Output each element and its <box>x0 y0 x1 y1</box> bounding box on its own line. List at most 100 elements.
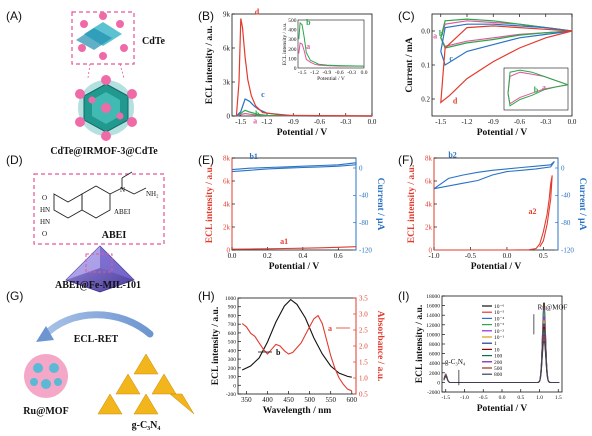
inset-x-tick-label-b: -1.2 <box>310 70 319 76</box>
x-tick-label-i: -0.5 <box>479 395 488 401</box>
y-tick-label-c: 0.2 <box>421 95 430 103</box>
inset-series-label-b-b: b <box>306 18 311 27</box>
abei-fe-mil-label: ABEI@Fe-MIL-101 <box>55 280 141 291</box>
chart-e: 0.0 0.2 0.4 0.6 0 2k 4k 6k 8k 0 -40 -80 -120 Potentia… <box>205 152 385 272</box>
fe-mil-octahedron-icon <box>65 245 135 293</box>
x-tick-label-i: 0.0 <box>499 395 506 401</box>
x-tick-label-f: -1.0 <box>428 252 440 260</box>
legend-label-i: 100 <box>494 354 503 360</box>
inset-series-label-b-a: a <box>306 42 310 51</box>
y-tick-label-e: 4k <box>223 200 231 208</box>
series-label-e-a1: a1 <box>280 237 288 246</box>
legend-label-i: 500 <box>494 366 503 372</box>
chart-i: -1.5 -1.0 -0.5 0.0 0.5 1.0 1.5 -2000 0 2000 4000 60… <box>415 294 568 414</box>
ru-mof-label: Ru@MOF <box>23 406 68 417</box>
x-tick-label-c: -0.3 <box>540 118 552 126</box>
y-right-tick-label-h: 1.5 <box>359 358 368 366</box>
abei-dashed-box <box>33 173 165 245</box>
x-tick-label-c: -1.2 <box>461 118 473 126</box>
y-tick-label-e: 2k <box>223 223 231 231</box>
x-axis-label-e: Potential / V <box>269 262 320 272</box>
panel-letter-f: (F) <box>398 153 413 167</box>
plot-frame-e <box>231 157 357 251</box>
chart-b: -1.5 -1.2 -0.9 -0.6 -0.3 0.003k6k9kPotential … <box>205 8 377 138</box>
y-tick-label-h: 800 <box>228 313 237 319</box>
series-line-h-b <box>241 298 352 378</box>
x-axis-label-i: Potential / V <box>477 404 528 414</box>
y-tick-label-c: 0.1 <box>421 61 430 69</box>
x-tick-label-c: -0.6 <box>514 118 526 126</box>
x-tick-label-b: -1.2 <box>261 118 273 126</box>
inset-frame-b <box>297 19 365 69</box>
inset-x-tick-label-b: -0.3 <box>347 70 356 76</box>
y-right-tick-label-h: 3.5 <box>359 294 368 302</box>
x-axis-label-f: Potential / V <box>471 262 522 272</box>
inset-series-label-c-b: b <box>534 85 539 94</box>
schematic-d: O HN HN O N NH₂ ABEI ABEI ABEI@Fe-MIL-10… <box>33 171 165 293</box>
svg-text:HN: HN <box>40 206 50 214</box>
y-tick-label-i: 2000 <box>429 371 440 377</box>
x-tick-label-c: -1.5 <box>435 118 447 126</box>
y-right-tick-label-h: 0.5 <box>359 390 368 398</box>
legend-label-i: 10 <box>494 347 500 353</box>
y-right-tick-label-f: -120 <box>561 246 574 254</box>
x-tick-label-e: 0.4 <box>298 252 307 260</box>
y-right-tick-label-e: -40 <box>359 192 369 200</box>
legend-label-i: 10⁻⁴ <box>494 316 504 322</box>
series-label-b-c: c <box>261 90 265 99</box>
plot-frame-h <box>237 297 357 395</box>
y-right-tick-label-e: 0 <box>359 164 363 172</box>
panel-letter-h: (H) <box>198 289 215 303</box>
inset-y-tick-label-b: 300 <box>288 37 297 43</box>
y-tick-label-h: 200 <box>228 366 237 372</box>
y-tick-label-h: 500 <box>228 340 237 346</box>
inset-y-tick-label-b: 500 <box>288 18 297 24</box>
inset-y-tick-label-b: 200 <box>288 47 297 53</box>
y-right-tick-label-h: 2.5 <box>359 326 368 334</box>
y-right-tick-label-f: -80 <box>561 219 571 227</box>
inset-x-tick-label-b: 0.0 <box>361 70 368 76</box>
ret-arrow <box>40 311 154 340</box>
x-axis-label-c: Potential / V <box>477 128 528 138</box>
series-label-b-b: b <box>255 109 260 118</box>
y-tick-label-h: -200 <box>226 392 236 398</box>
series-label-f-a2: a2 <box>528 207 536 216</box>
ret-label: ECL-RET <box>74 334 119 345</box>
chart-c: -1.5 -1.2 -0.9 -0.6 -0.3 0.0 0.0 0.1 0.2 Potentia… <box>405 13 577 138</box>
y-tick-label-f: 4k <box>425 200 433 208</box>
y-tick-label-h: 400 <box>228 348 237 354</box>
abei-label: ABEI <box>102 230 127 241</box>
legend-label-i: 10⁻⁵ <box>494 310 504 316</box>
y-tick-label-i: 18000 <box>426 294 440 300</box>
panel-letter-e: (E) <box>198 153 214 167</box>
svg-text:ABEI: ABEI <box>114 208 131 216</box>
cdte-crystal-icon <box>76 12 128 60</box>
schematic-a: CdTe CdTe@IRMOF-3@CdTe <box>50 11 166 157</box>
y-right-axis-label-e: Current / μA <box>375 178 385 231</box>
y-tick-label-i: 4000 <box>429 361 440 367</box>
svg-text:O: O <box>42 194 47 202</box>
inset-y-tick-label-b: 0 <box>294 66 297 72</box>
y-right-axis-label-h: Absorbance / a.u. <box>375 311 385 382</box>
y-tick-label-b: 3k <box>223 78 231 86</box>
chart-h: 350 400 450 500 550 600 -200 0 100 200 300 400 500 60… <box>211 294 385 416</box>
series-line-c-c <box>440 23 573 66</box>
series-line-b-d <box>235 18 373 117</box>
panel-letter-b: (B) <box>198 9 214 23</box>
x-tick-label-f: -0.5 <box>465 252 477 260</box>
x-tick-label-f: 0.5 <box>539 252 548 260</box>
y-right-tick-label-h: 2.0 <box>359 342 368 350</box>
x-tick-label-i: -1.5 <box>441 395 450 401</box>
g-c3n4-triangles-icon <box>97 353 195 415</box>
y-tick-label-e: 0 <box>227 246 231 254</box>
x-tick-label-h: 350 <box>241 396 252 404</box>
x-tick-label-i: 1.5 <box>555 395 562 401</box>
series-label-c-d: d <box>453 97 458 106</box>
x-tick-label-h: 600 <box>347 396 358 404</box>
series-label-h-b: b <box>276 348 281 357</box>
inset-series-line-b-b <box>298 21 365 67</box>
x-tick-label-e: 0.6 <box>334 252 343 260</box>
cdte-label: CdTe <box>142 36 166 47</box>
cdte-irmof-cluster-icon <box>75 75 137 141</box>
